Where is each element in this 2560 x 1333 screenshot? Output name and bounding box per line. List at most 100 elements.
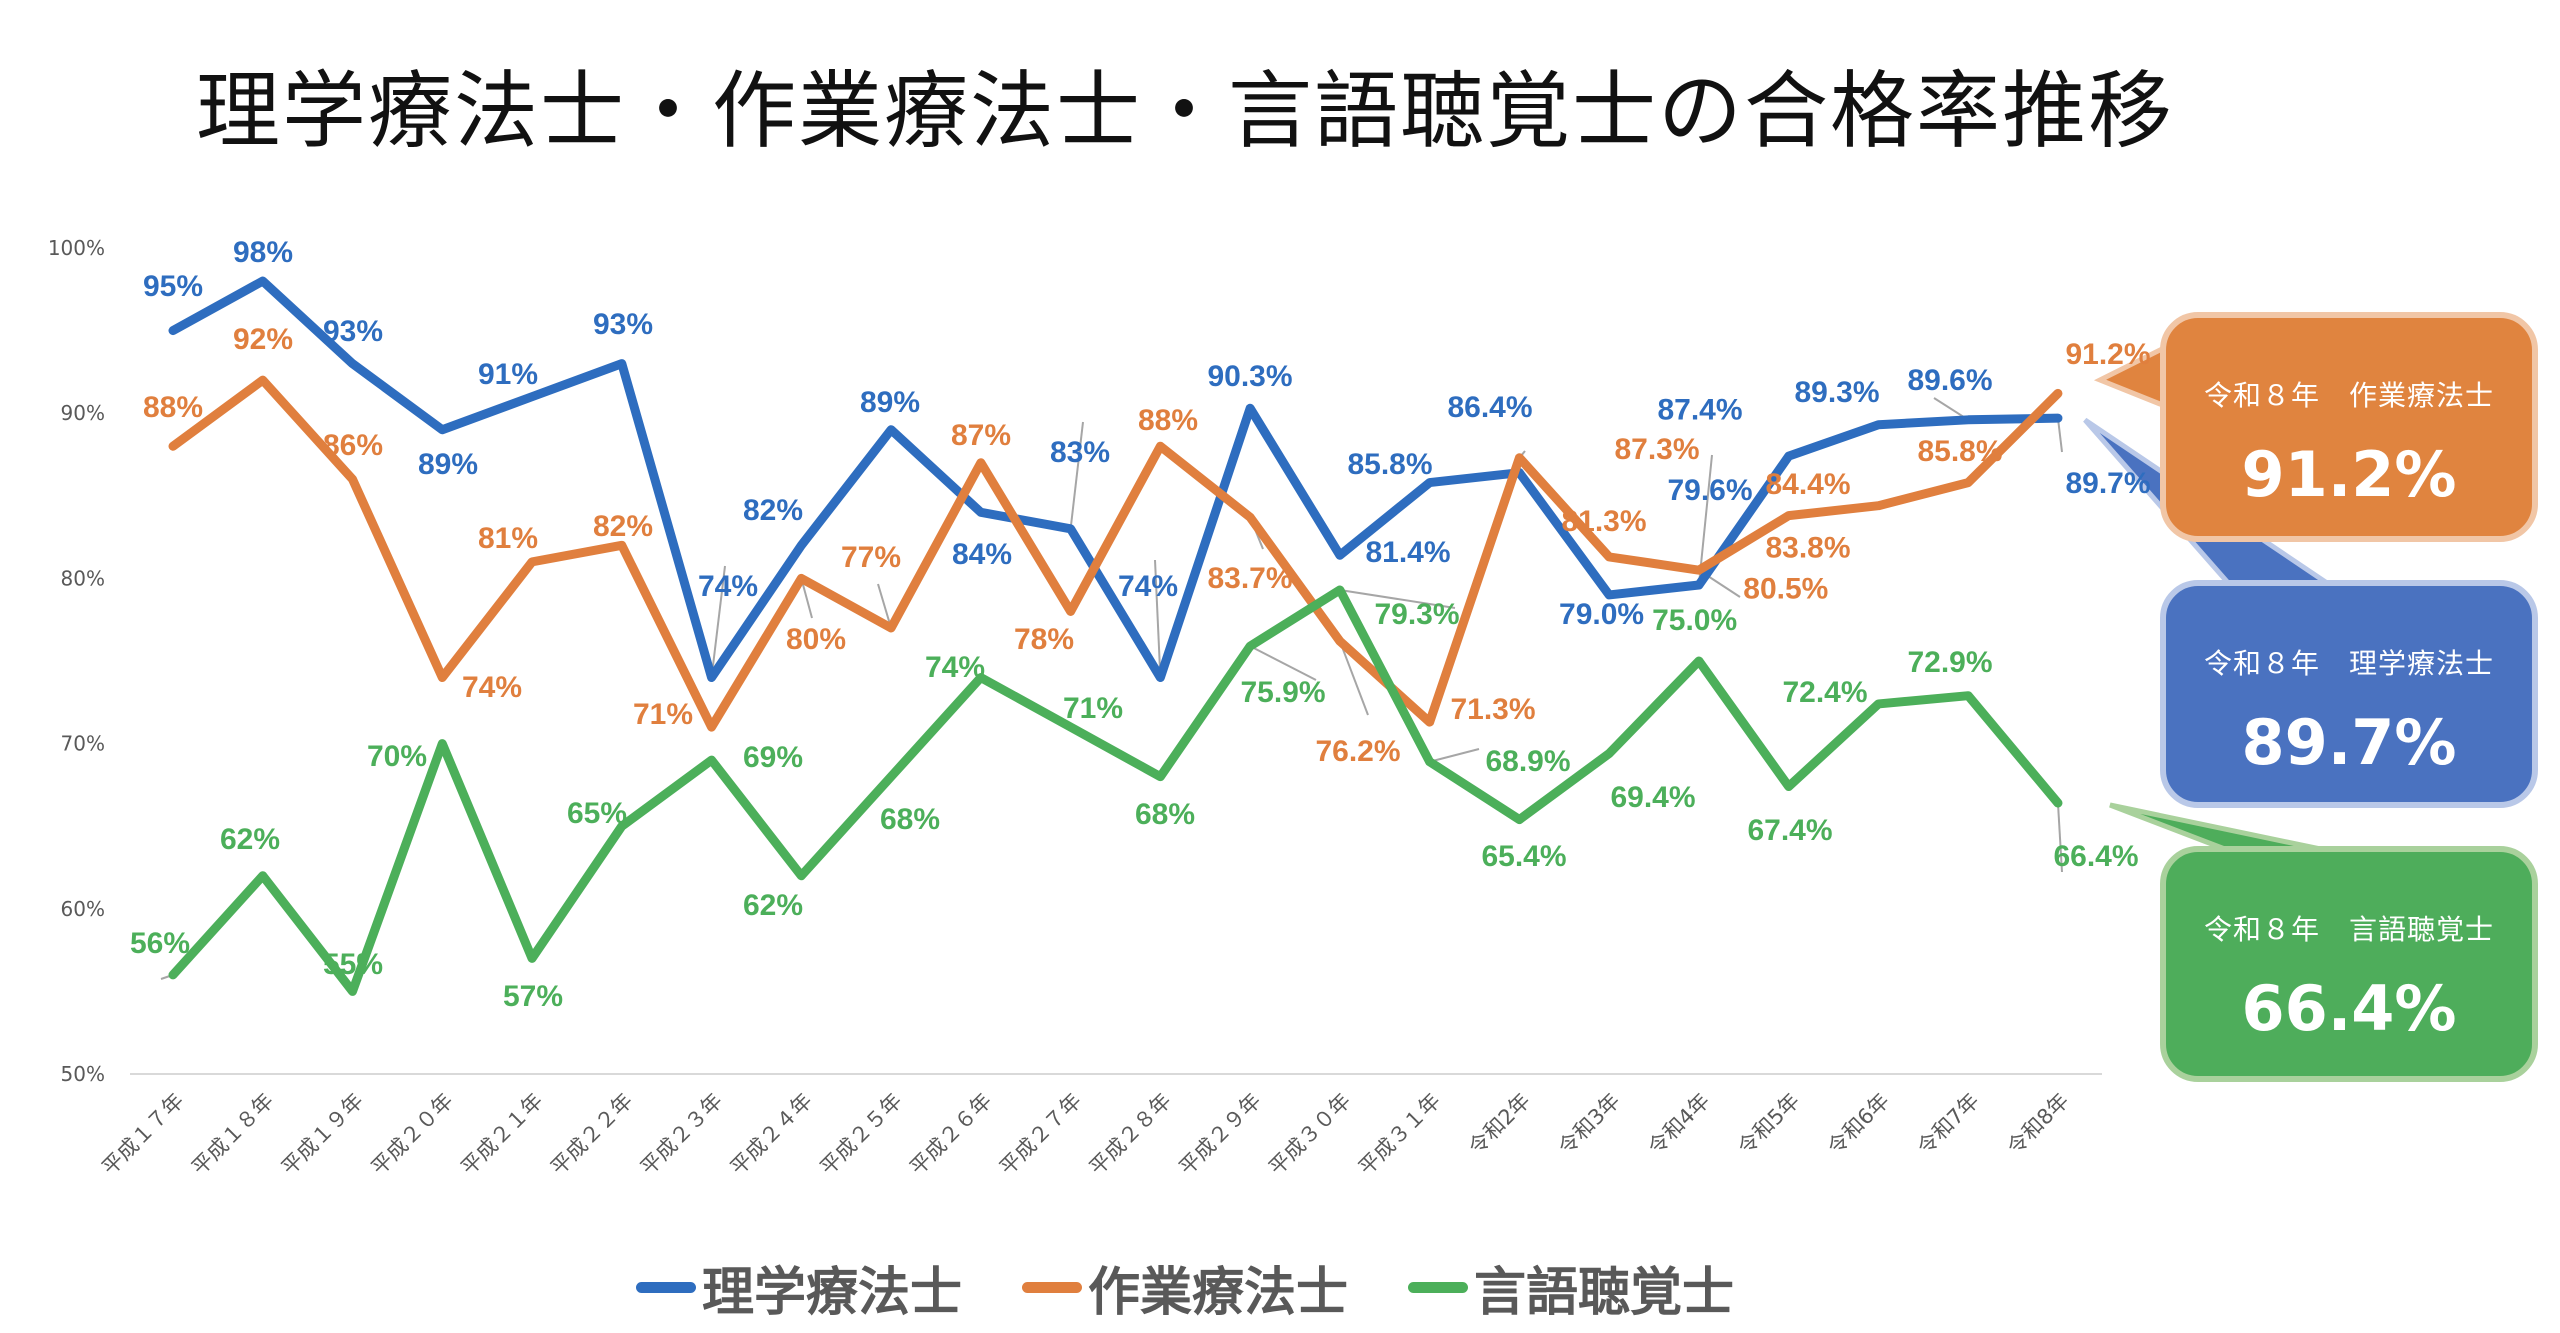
data-label-pt: 98%: [233, 236, 293, 269]
y-tick-label: 100%: [48, 236, 105, 260]
data-label-st: 68%: [1135, 798, 1195, 831]
data-label-st: 62%: [220, 823, 280, 856]
x-tick-label: 平成２３年: [636, 1089, 727, 1180]
data-label-ot: 83.8%: [1765, 532, 1850, 565]
data-label-ot: 88%: [1138, 404, 1198, 437]
data-label-pt: 89.3%: [1794, 376, 1879, 409]
data-label-ot: 85.8%: [1917, 435, 2002, 468]
x-tick-label: 平成２７年: [995, 1089, 1086, 1180]
data-label-ot: 82%: [593, 510, 653, 543]
data-label-st: 66.4%: [2053, 840, 2138, 873]
data-label-ot: 78%: [1014, 623, 1074, 656]
x-tick-label: 平成２６年: [905, 1089, 996, 1180]
y-tick-label: 90%: [61, 401, 105, 425]
data-label-pt: 74%: [1118, 570, 1178, 603]
data-label-st: 74%: [925, 651, 985, 684]
data-label-st: 57%: [503, 980, 563, 1013]
leader-lines: [160, 397, 2063, 980]
x-tick-label: 令和8年: [2003, 1089, 2074, 1160]
x-tick-label: 平成２５年: [815, 1089, 906, 1180]
legend-item-pt: 理学療法士: [635, 1250, 962, 1325]
data-label-st: 70%: [367, 740, 427, 773]
data-label-ot: 83.7%: [1207, 562, 1292, 595]
data-label-pt: 86.4%: [1447, 391, 1532, 424]
legend-swatch-ot: [1021, 1282, 1082, 1293]
data-label-ot: 87%: [951, 419, 1011, 452]
data-label-st: 55%: [323, 948, 383, 981]
data-label-ot: 77%: [841, 541, 901, 574]
callout-st: 令和８年 言語聴覚士 66.4%: [2160, 846, 2538, 1082]
y-tick-label: 50%: [61, 1062, 105, 1086]
callout-pt-subtitle: 令和８年 理学療法士: [2203, 647, 2494, 680]
leader-line: [1338, 640, 1369, 716]
data-label-ot: 86%: [323, 429, 383, 462]
x-tick-label: 平成２４年: [726, 1089, 817, 1180]
legend-swatch-pt: [635, 1282, 696, 1293]
x-tick-label: 平成１８年: [187, 1089, 278, 1180]
data-label-pt: 89%: [418, 448, 478, 481]
legend-item-ot: 作業療法士: [1021, 1250, 1348, 1325]
data-label-ot: 71.3%: [1450, 693, 1535, 726]
data-label-ot: 87.3%: [1614, 433, 1699, 466]
x-tick-label: 令和6年: [1823, 1089, 1894, 1160]
x-tick-label: 平成２０年: [367, 1089, 458, 1180]
data-label-pt: 93%: [593, 308, 653, 341]
data-label-ot: 81.3%: [1561, 505, 1646, 538]
callout-st-tail: [2109, 802, 2331, 854]
x-tick-label: 令和2年: [1464, 1089, 1535, 1160]
x-tick-label: 令和5年: [1733, 1089, 1804, 1160]
data-label-ot: 91.2%: [2065, 338, 2150, 371]
series-line-pt: [168, 276, 2063, 683]
data-label-pt: 82%: [743, 494, 803, 527]
data-label-pt: 89.7%: [2065, 467, 2150, 500]
leader-line: [1429, 748, 1480, 763]
chart-title: 理学療法士・作業療法士・言語聴覚士の合格率推移: [195, 62, 2174, 160]
data-label-pt: 89.6%: [1907, 364, 1992, 397]
data-label-pt: 79.0%: [1559, 598, 1644, 631]
data-label-pt: 91%: [478, 358, 538, 391]
leader-line: [2056, 418, 2063, 453]
data-label-pt: 74%: [698, 570, 758, 603]
data-label-pt: 84%: [952, 538, 1012, 571]
data-label-pt: 90.3%: [1207, 360, 1292, 393]
data-label-ot: 84.4%: [1765, 468, 1850, 501]
leader-line: [2056, 803, 2063, 873]
data-label-ot: 92%: [233, 323, 293, 356]
leader-line: [800, 578, 813, 619]
data-label-pt: 95%: [143, 270, 203, 303]
legend: 理学療法士 作業療法士 言語聴覚士: [0, 1250, 2370, 1325]
leader-line: [877, 583, 893, 629]
callout-pt: 令和８年 理学療法士 89.7%: [2160, 580, 2538, 808]
x-tick-label: 平成１７年: [97, 1089, 188, 1180]
data-label-st: 69.4%: [1610, 781, 1695, 814]
leader-line: [1339, 588, 1456, 609]
data-label-pt: 85.8%: [1347, 448, 1432, 481]
leader-line: [1154, 559, 1162, 678]
leader-line: [1697, 454, 1713, 586]
data-label-st: 75.0%: [1652, 604, 1737, 637]
legend-label-ot: 作業療法士: [1087, 1263, 1348, 1323]
data-label-pt: 87.4%: [1657, 394, 1742, 427]
callout-st-value: 66.4%: [2241, 972, 2457, 1045]
data-label-st: 68%: [880, 803, 940, 836]
legend-label-pt: 理学療法士: [701, 1263, 962, 1323]
y-tick-label: 80%: [61, 566, 105, 590]
series-lines: [168, 276, 2063, 996]
data-label-st: 68.9%: [1485, 745, 1570, 778]
y-tick-label: 60%: [61, 897, 105, 921]
x-tick-label: 平成２１年: [456, 1089, 547, 1180]
callout-ot: 令和８年 作業療法士 91.2%: [2160, 312, 2538, 542]
callout-ot-subtitle: 令和８年 作業療法士: [2203, 379, 2494, 412]
data-label-pt: 79.6%: [1667, 474, 1752, 507]
data-label-ot: 88%: [143, 391, 203, 424]
data-labels: 95% 98% 93% 89% 91% 93% 74% 82% 89% 84% 83% 74% 90.3…: [130, 236, 2151, 1013]
x-tick-label: 平成１９年: [277, 1089, 368, 1180]
x-tick-label: 平成２２年: [546, 1089, 637, 1180]
leader-line: [710, 565, 726, 678]
x-tick-label: 平成３１年: [1354, 1089, 1445, 1180]
data-label-ot: 80.5%: [1743, 573, 1828, 606]
x-tick-label: 平成２９年: [1174, 1089, 1265, 1180]
data-label-st: 65.4%: [1481, 840, 1566, 873]
data-label-ot: 74%: [462, 671, 522, 704]
data-label-st: 62%: [743, 889, 803, 922]
